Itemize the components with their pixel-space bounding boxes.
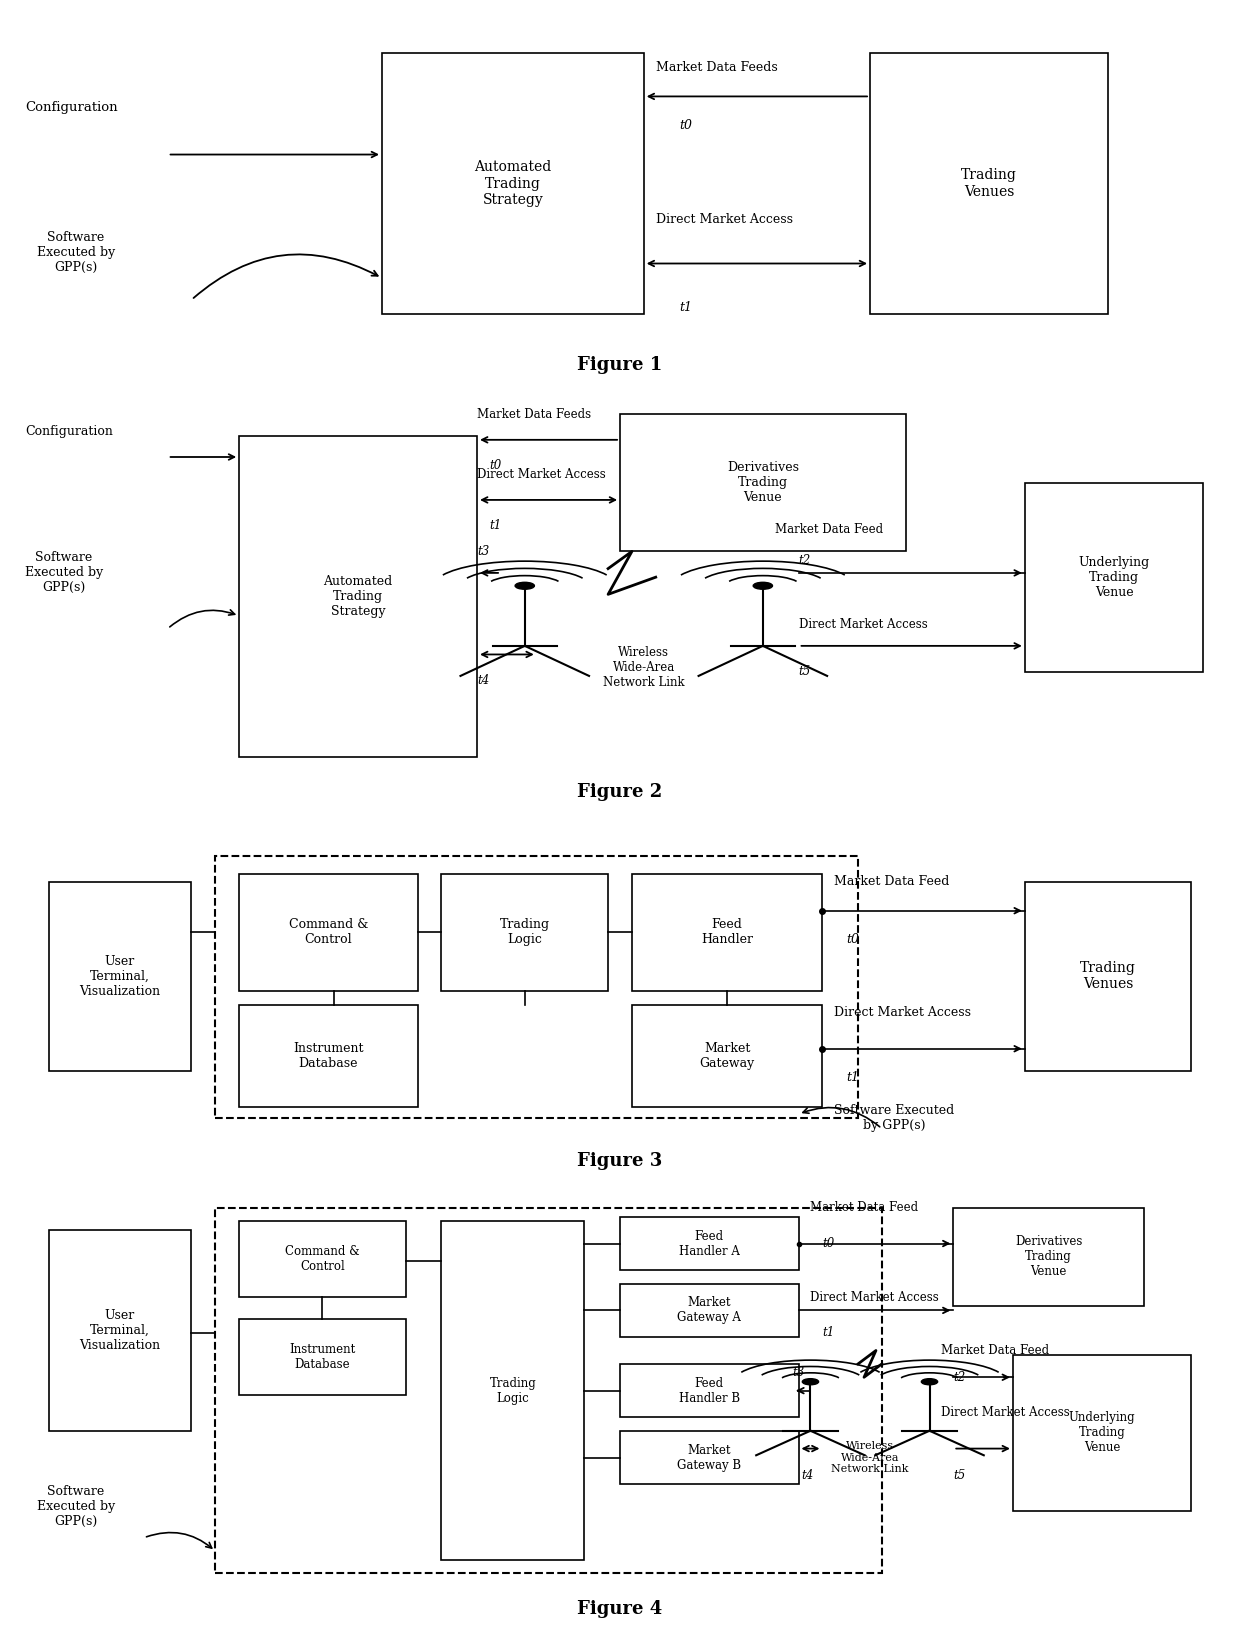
Bar [620,1284,799,1337]
Text: User
Terminal,
Visualization: User Terminal, Visualization [79,1309,161,1352]
Text: t2: t2 [954,1370,966,1384]
Bar [239,1222,405,1298]
Text: Trading
Venues: Trading Venues [961,168,1017,198]
Circle shape [921,1379,937,1385]
Text: Market Data Feeds: Market Data Feeds [656,61,777,74]
Text: Trading
Logic: Trading Logic [490,1377,536,1405]
Bar [870,53,1109,314]
Text: Automated
Trading
Strategy: Automated Trading Strategy [324,575,393,617]
Bar [239,436,477,758]
Bar [1013,1355,1192,1511]
Bar [441,1222,584,1560]
Text: Market Data Feed: Market Data Feed [811,1202,919,1215]
Text: Feed
Handler B: Feed Handler B [678,1377,740,1405]
Text: Direct Market Access: Direct Market Access [835,1005,971,1019]
Bar [1024,882,1192,1070]
Bar [48,1230,191,1431]
Text: Market Data Feed: Market Data Feed [941,1344,1049,1357]
Bar [441,875,608,991]
Text: Software
Executed by
GPP(s): Software Executed by GPP(s) [37,231,115,274]
Text: t5: t5 [799,665,811,679]
Text: Figure 3: Figure 3 [578,1152,662,1171]
Text: t1: t1 [846,1071,859,1085]
Text: t0: t0 [846,933,859,946]
Text: t3: t3 [792,1367,805,1379]
Text: t2: t2 [799,553,811,566]
Text: Instrument
Database: Instrument Database [289,1344,356,1372]
Text: t3: t3 [477,545,490,558]
Text: Market
Gateway B: Market Gateway B [677,1443,742,1471]
Text: Direct Market Access: Direct Market Access [656,213,792,226]
Text: Market Data Feed: Market Data Feed [775,523,883,537]
Text: Direct Market Access: Direct Market Access [477,467,606,480]
Text: Wireless
Wide-Area
Network Link: Wireless Wide-Area Network Link [831,1441,909,1474]
Text: t0: t0 [489,459,501,472]
Text: Software
Executed by
GPP(s): Software Executed by GPP(s) [25,551,103,594]
Text: t0: t0 [680,119,692,132]
Text: t1: t1 [822,1326,835,1339]
Text: t1: t1 [680,300,692,314]
Bar [620,1217,799,1270]
Text: Market Data Feed: Market Data Feed [835,875,950,888]
Text: Instrument
Database: Instrument Database [293,1042,363,1070]
Bar [239,1319,405,1395]
Bar [239,1005,418,1106]
Text: Underlying
Trading
Venue: Underlying Trading Venue [1069,1412,1136,1455]
Text: Derivatives
Trading
Venue: Derivatives Trading Venue [727,461,799,504]
Bar [632,875,822,991]
Text: Market
Gateway A: Market Gateway A [677,1296,742,1324]
Text: Figure 1: Figure 1 [578,357,662,375]
Bar [382,53,644,314]
Text: Derivatives
Trading
Venue: Derivatives Trading Venue [1014,1235,1083,1278]
Bar [954,1209,1143,1306]
Text: Market Data Feeds: Market Data Feeds [477,408,591,421]
Text: Direct Market Access: Direct Market Access [941,1407,1070,1420]
Text: t1: t1 [489,518,501,532]
Text: Command &
Control: Command & Control [289,918,368,946]
Text: t4: t4 [477,674,490,687]
Bar [1024,482,1203,672]
Text: Configuration: Configuration [25,424,113,438]
Bar [216,1209,882,1573]
Bar [620,1364,799,1417]
Circle shape [802,1379,818,1385]
Text: Trading
Logic: Trading Logic [500,918,549,946]
Circle shape [753,583,773,589]
Bar [216,857,858,1118]
Bar [632,1005,822,1106]
Circle shape [515,583,534,589]
Bar [239,875,418,991]
Text: Direct Market Access: Direct Market Access [799,617,928,631]
Text: Figure 2: Figure 2 [578,783,662,801]
Text: User
Terminal,
Visualization: User Terminal, Visualization [79,954,161,997]
Text: Trading
Venues: Trading Venues [1080,961,1136,991]
Text: Direct Market Access: Direct Market Access [811,1291,939,1304]
Text: Feed
Handler: Feed Handler [701,918,753,946]
Text: Configuration: Configuration [25,101,118,114]
Bar [48,882,191,1070]
Text: Automated
Trading
Strategy: Automated Trading Strategy [474,160,552,206]
Text: t4: t4 [801,1469,813,1483]
Text: Market
Gateway: Market Gateway [699,1042,755,1070]
Text: Figure 4: Figure 4 [578,1600,662,1618]
Text: Software
Executed by
GPP(s): Software Executed by GPP(s) [37,1484,115,1529]
Text: Feed
Handler A: Feed Handler A [678,1230,740,1258]
Text: Command &
Control: Command & Control [285,1245,360,1273]
Bar [620,414,905,551]
Text: Software Executed
by GPP(s): Software Executed by GPP(s) [835,1105,955,1131]
Text: Wireless
Wide-Area
Network Link: Wireless Wide-Area Network Link [603,646,684,688]
Bar [620,1431,799,1484]
Text: t0: t0 [822,1237,835,1250]
Text: t5: t5 [954,1469,966,1483]
Text: Underlying
Trading
Venue: Underlying Trading Venue [1079,556,1149,599]
